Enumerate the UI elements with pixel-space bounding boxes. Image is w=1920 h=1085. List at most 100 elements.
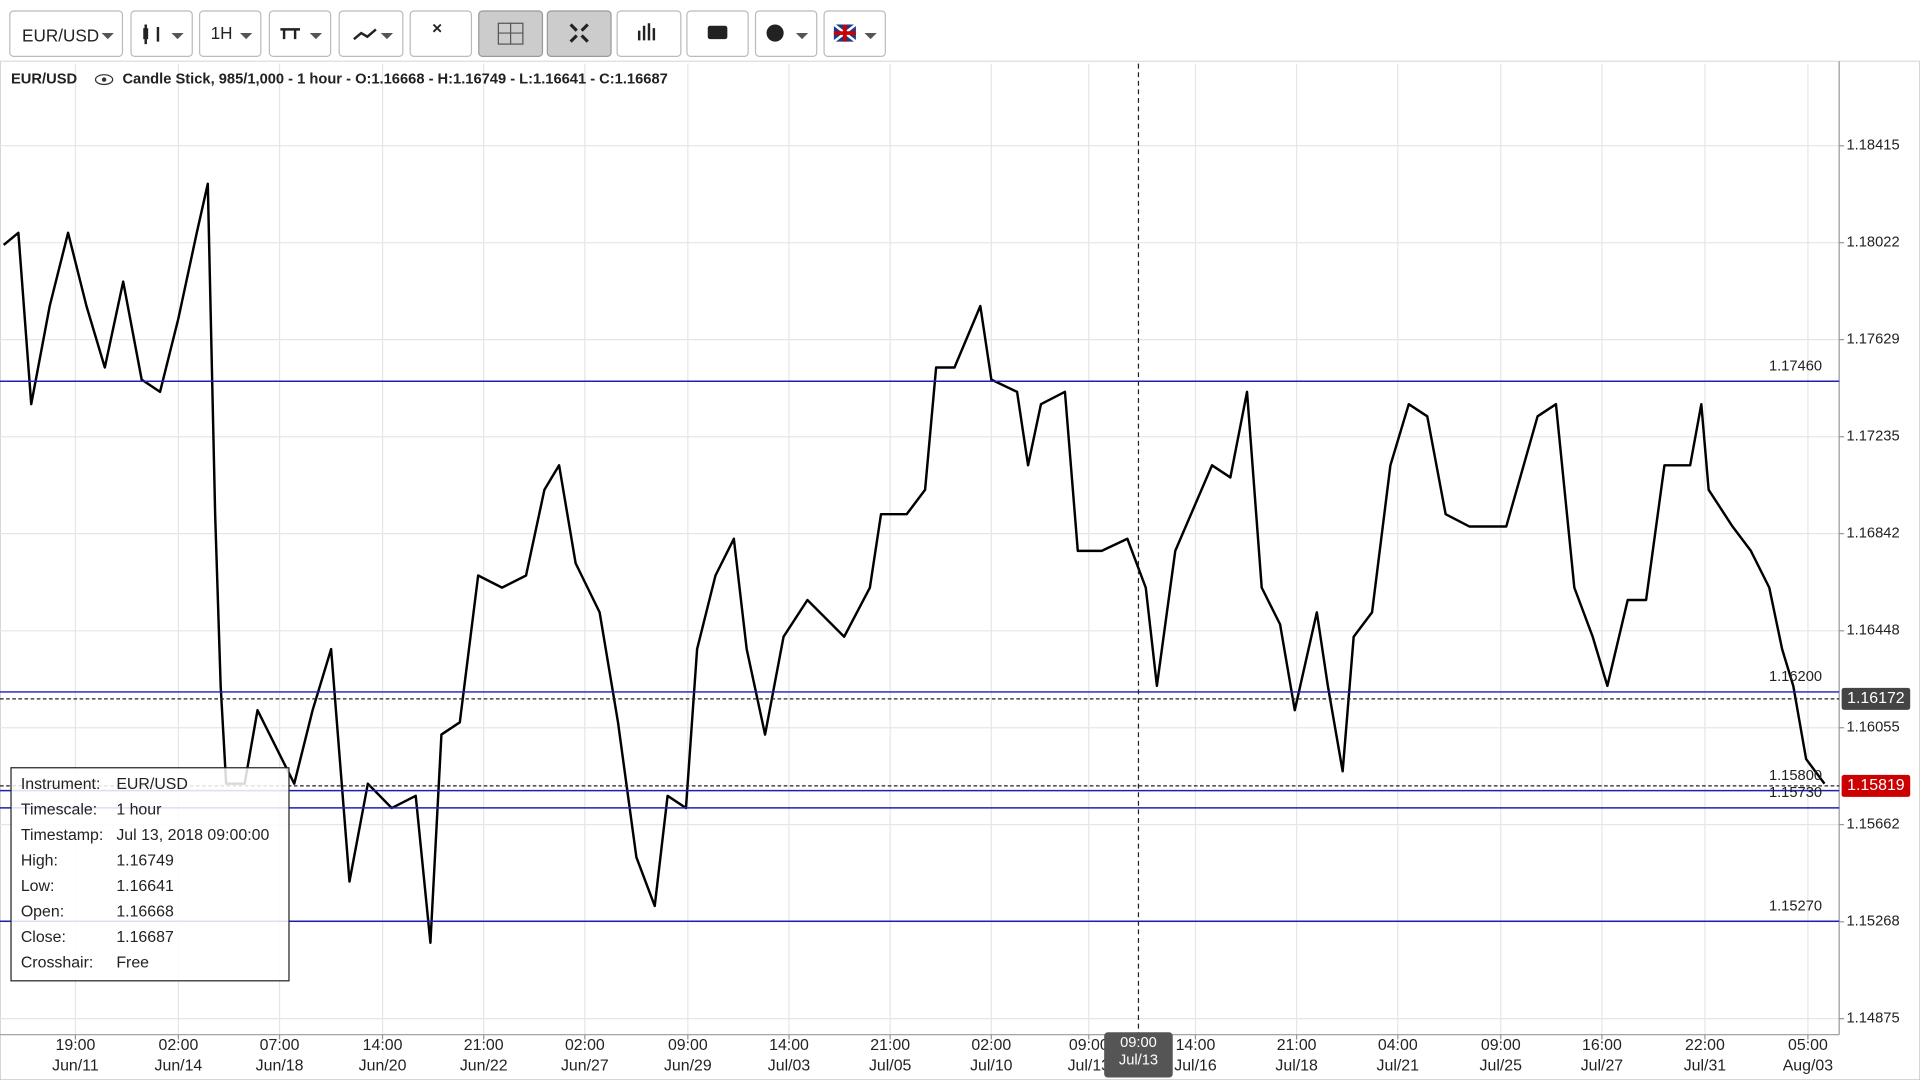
level-label: 1.15270 (1769, 898, 1822, 914)
price-line (2, 182, 1826, 944)
x-tick-date: Jun/29 (664, 1058, 712, 1075)
x-tick-label: 14:00 (1176, 1037, 1216, 1054)
price-badge-text: 1.15819 (1847, 777, 1905, 794)
x-tick-date: Jun/20 (359, 1058, 407, 1075)
level-label: 1.16200 (1769, 669, 1822, 685)
y-tick-label: 1.15268 (1847, 914, 1900, 930)
y-tick-label: 1.15662 (1847, 816, 1900, 832)
x-tick-date: Jul/10 (970, 1058, 1013, 1075)
tooltip-value: 1.16749 (116, 853, 174, 870)
tooltip-value: 1 hour (116, 802, 162, 819)
crosshair-time: 09:00 (1120, 1035, 1157, 1051)
candle-icon-body (143, 28, 149, 40)
dropdown-arrow (309, 33, 323, 40)
dropdown-arrow (171, 33, 184, 40)
x-tick-date: Jul/31 (1684, 1058, 1727, 1075)
y-tick-label: 1.18415 (1847, 138, 1900, 154)
timeframe-button[interactable] (198, 10, 262, 57)
x-tick-date: Jul/21 (1377, 1058, 1420, 1075)
theme-icon (766, 24, 784, 42)
tooltip-box (10, 767, 290, 982)
tooltip-label: High: (21, 853, 58, 870)
x-tick-label: 09:00 (668, 1037, 708, 1054)
indicator-button[interactable] (268, 10, 332, 57)
tooltip-label: Open: (21, 903, 64, 920)
x-tick-date: Jul/03 (768, 1058, 811, 1075)
x-tick-date: Jul/16 (1174, 1058, 1217, 1075)
x-tick-label: 04:00 (1378, 1037, 1418, 1054)
price-badge (1841, 774, 1911, 797)
clear-icon (432, 23, 442, 33)
visibility-icon[interactable] (94, 74, 114, 86)
x-tick-label: 02:00 (971, 1037, 1011, 1054)
y-tick-label: 1.16448 (1847, 623, 1900, 639)
symbol-text: EUR/USD (22, 25, 99, 45)
dropdown-arrow (864, 33, 877, 40)
x-tick-label: 05:00 (1788, 1037, 1828, 1054)
crosshair-date: Jul/13 (1119, 1052, 1158, 1068)
theme-button[interactable] (754, 10, 818, 57)
dropdown-arrow (240, 33, 253, 40)
level-label: 1.17460 (1769, 358, 1822, 374)
symbol-button[interactable] (9, 10, 124, 57)
x-tick-date: Aug/03 (1783, 1058, 1834, 1075)
y-tick-label: 1.16055 (1847, 720, 1900, 736)
x-tick-label: 02:00 (565, 1037, 605, 1054)
x-tick-date: Jun/11 (52, 1058, 99, 1075)
indicator-icon (280, 28, 300, 40)
x-tick-label: 16:00 (1582, 1037, 1622, 1054)
tooltip-value: EUR/USD (116, 776, 188, 793)
level-label: 1.15800 (1769, 768, 1822, 784)
clear-button[interactable] (409, 10, 473, 57)
tooltip-label: Crosshair: (21, 954, 93, 971)
chart-type-button[interactable] (130, 10, 193, 57)
info-text: Candle Stick, 985/1,000 - 1 hour - O:1.1… (122, 71, 667, 87)
price-badge-text: 1.16172 (1847, 690, 1905, 707)
x-tick-label: 21:00 (1277, 1037, 1317, 1054)
flag-cross-red (833, 24, 856, 42)
tooltip: Instrument: EUR/USD Timescale: 1 hour Timest… (10, 767, 290, 982)
crosshair-icon-lines (498, 23, 523, 45)
print-icon (707, 25, 728, 40)
x-tick-label: 14:00 (769, 1037, 809, 1054)
y-tick-label: 1.18022 (1847, 235, 1900, 251)
toolbar: EUR/USD 1H (0, 0, 1920, 62)
drawing-icon (353, 28, 377, 41)
x-tick-label: 21:00 (464, 1037, 504, 1054)
fullscreen-button[interactable] (546, 10, 612, 57)
dropdown-arrow (101, 33, 114, 40)
x-tick-date: Jun/27 (561, 1058, 609, 1075)
level-label: 1.15730 (1769, 785, 1822, 801)
x-tick-date: Jul/05 (869, 1058, 912, 1075)
price-badge (1841, 687, 1911, 710)
y-tick-label: 1.17235 (1847, 429, 1900, 445)
info-symbol: EUR/USD (11, 71, 77, 87)
x-tick-date: Jun/22 (460, 1058, 508, 1075)
x-tick-date: Jul/18 (1275, 1058, 1318, 1075)
x-tick-label: 09:00 (1069, 1037, 1109, 1054)
x-tick-date: Jul/25 (1480, 1058, 1523, 1075)
tooltip-label: Low: (21, 878, 55, 895)
dropdown-arrow (380, 33, 394, 40)
x-tick-label: 02:00 (158, 1037, 198, 1054)
x-tick-date: Jun/14 (155, 1058, 203, 1075)
y-tick-label: 1.14875 (1847, 1011, 1900, 1027)
x-tick-label: 22:00 (1685, 1037, 1725, 1054)
tooltip-label: Close: (21, 929, 66, 946)
x-tick-label: 14:00 (363, 1037, 403, 1054)
tooltip-label: Instrument: (21, 776, 101, 793)
tooltip-value: Jul 13, 2018 09:00:00 (116, 827, 269, 844)
x-tick-label: 21:00 (870, 1037, 910, 1054)
tooltip-value: 1.16641 (116, 878, 174, 895)
x-tick-label: 09:00 (1481, 1037, 1521, 1054)
visibility-icon-dot (101, 77, 107, 82)
crosshair-badge (1104, 1032, 1173, 1078)
x-tick-label: 19:00 (56, 1037, 96, 1054)
x-tick-label: 07:00 (260, 1037, 300, 1054)
tooltip-value: 1.16668 (116, 903, 174, 920)
y-tick-label: 1.17629 (1847, 331, 1900, 347)
tooltip-value: 1.16687 (116, 929, 174, 946)
